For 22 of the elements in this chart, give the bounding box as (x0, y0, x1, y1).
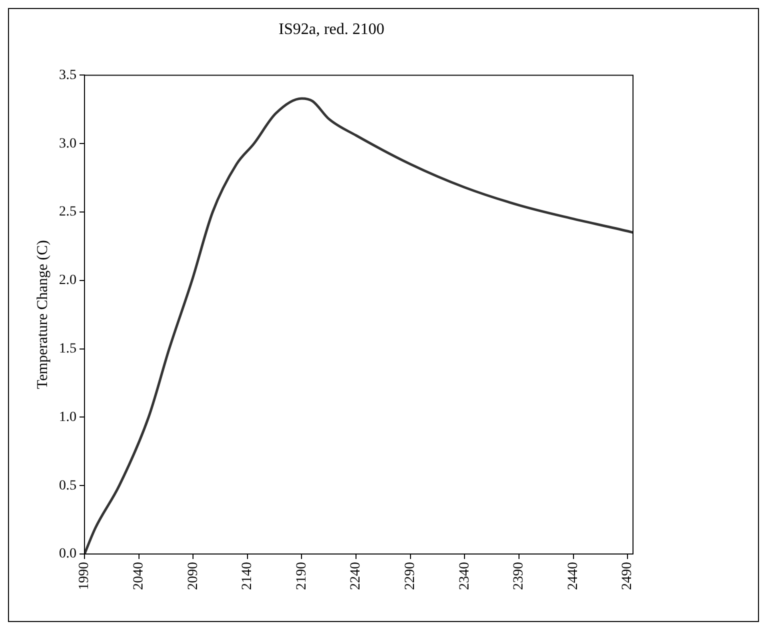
y-tick-label: 3.0 (59, 136, 76, 152)
x-tick-label: 2040 (131, 562, 146, 590)
x-tick-label: 2090 (186, 562, 201, 590)
x-tick-label: 2240 (348, 562, 364, 590)
x-tick-label: 2440 (566, 562, 581, 590)
line-series (84, 97, 633, 554)
x-tick-label: 2490 (620, 562, 636, 590)
y-axis-title: Temperature Change (C) (34, 240, 51, 390)
y-tick-label: 1.5 (59, 341, 76, 356)
x-tick-label: 2140 (240, 562, 256, 590)
x-tick-label: 2340 (457, 562, 472, 590)
y-tick-label: 1.0 (59, 410, 76, 425)
x-tick-label: 1990 (77, 562, 92, 590)
y-tick-label: 0.0 (59, 546, 76, 562)
y-tick-label: 2.5 (59, 204, 76, 220)
y-tick-label: 2.0 (59, 273, 76, 288)
y-tick-label: 3.5 (59, 68, 76, 83)
x-tick-label: 2190 (294, 562, 310, 590)
y-tick-label: 0.5 (59, 478, 76, 494)
x-tick-label: 2290 (403, 562, 418, 590)
chart-title: IS92a, red. 2100 (278, 20, 384, 38)
x-tick-label: 2390 (512, 562, 527, 590)
